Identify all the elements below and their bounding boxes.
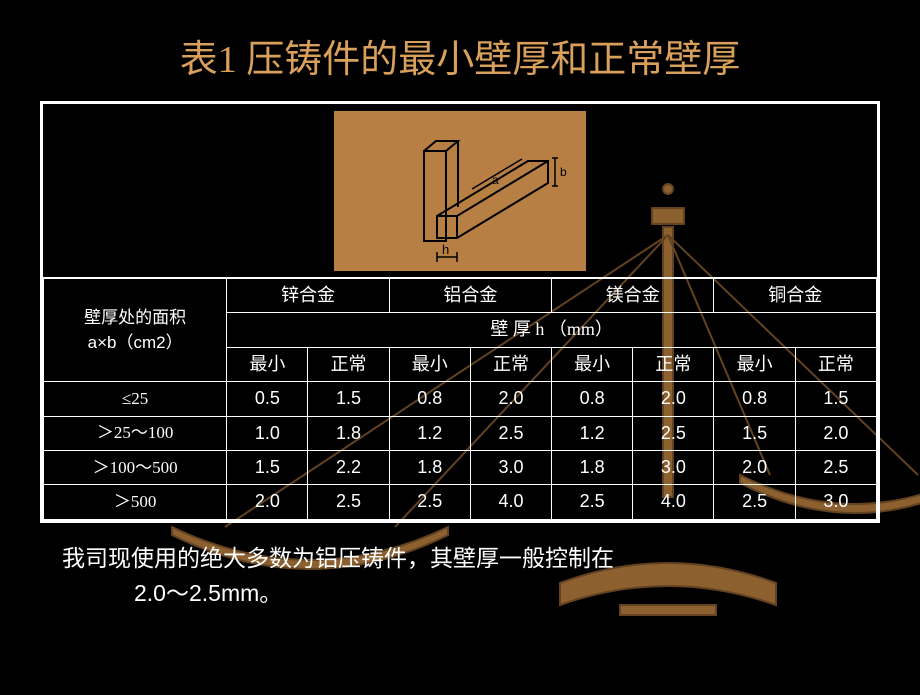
table-row: ＞5002.02.52.54.02.54.02.53.0	[44, 485, 877, 519]
sub-label: 最小	[389, 347, 470, 381]
data-cell: 1.0	[227, 416, 308, 450]
footnote-line2: 2.0～2.5mm。	[62, 576, 870, 612]
dim-label-b: b	[560, 165, 567, 179]
table-row: ＞25～1001.01.81.22.51.22.51.52.0	[44, 416, 877, 450]
row-label: ≤25	[44, 382, 227, 416]
footnote: 我司现使用的绝大多数为铝压铸件，其壁厚一般控制在 2.0～2.5mm。	[62, 541, 870, 612]
row-label: ＞500	[44, 485, 227, 519]
data-cell: 0.5	[227, 382, 308, 416]
data-cell: 0.8	[552, 382, 633, 416]
data-cell: 3.0	[633, 450, 714, 484]
data-cell: 2.5	[552, 485, 633, 519]
data-cell: 2.5	[714, 485, 795, 519]
table-row: ＞100～5001.52.21.83.01.83.02.02.5	[44, 450, 877, 484]
table-container: b a h 壁厚处的面积 a×b（cm2） 锌合金铝合金镁合金铜合金 壁 厚 h…	[40, 101, 880, 523]
wall-thickness-table: 壁厚处的面积 a×b（cm2） 锌合金铝合金镁合金铜合金 壁 厚 h （mm） …	[43, 278, 877, 520]
data-cell: 1.5	[227, 450, 308, 484]
dim-label-a: a	[492, 173, 499, 187]
row-label: ＞25～100	[44, 416, 227, 450]
data-cell: 3.0	[470, 450, 551, 484]
data-cell: 4.0	[633, 485, 714, 519]
data-cell: 1.8	[389, 450, 470, 484]
header-area: 壁厚处的面积 a×b（cm2）	[44, 279, 227, 382]
alloy-group-1: 铝合金	[389, 279, 551, 313]
data-cell: 2.5	[389, 485, 470, 519]
data-cell: 1.2	[552, 416, 633, 450]
data-cell: 2.0	[795, 416, 876, 450]
data-cell: 2.0	[470, 382, 551, 416]
sub-label: 最小	[227, 347, 308, 381]
data-cell: 1.5	[795, 382, 876, 416]
sub-label: 正常	[308, 347, 389, 381]
sub-label: 正常	[470, 347, 551, 381]
data-cell: 2.0	[633, 382, 714, 416]
data-cell: 1.5	[714, 416, 795, 450]
footnote-line1: 我司现使用的绝大多数为铝压铸件，其壁厚一般控制在	[62, 541, 870, 577]
data-cell: 4.0	[470, 485, 551, 519]
data-cell: 0.8	[389, 382, 470, 416]
data-cell: 1.5	[308, 382, 389, 416]
sub-label: 正常	[795, 347, 876, 381]
diagram-area: b a h	[43, 104, 877, 278]
sub-label: 最小	[552, 347, 633, 381]
sub-label: 最小	[714, 347, 795, 381]
data-cell: 2.2	[308, 450, 389, 484]
header-thickness: 壁 厚 h （mm）	[227, 313, 877, 347]
data-cell: 2.0	[714, 450, 795, 484]
page-title: 表1 压铸件的最小壁厚和正常壁厚	[0, 0, 920, 101]
alloy-group-0: 锌合金	[227, 279, 389, 313]
data-cell: 3.0	[795, 485, 876, 519]
data-cell: 2.5	[795, 450, 876, 484]
data-cell: 1.8	[552, 450, 633, 484]
dim-label-h: h	[442, 242, 449, 257]
table-row: ≤250.51.50.82.00.82.00.81.5	[44, 382, 877, 416]
sub-label: 正常	[633, 347, 714, 381]
data-cell: 0.8	[714, 382, 795, 416]
data-cell: 2.5	[633, 416, 714, 450]
alloy-group-3: 铜合金	[714, 279, 877, 313]
data-cell: 2.0	[227, 485, 308, 519]
data-cell: 1.2	[389, 416, 470, 450]
data-cell: 1.8	[308, 416, 389, 450]
wall-thickness-diagram: b a h	[334, 111, 586, 271]
data-cell: 2.5	[470, 416, 551, 450]
data-cell: 2.5	[308, 485, 389, 519]
row-label: ＞100～500	[44, 450, 227, 484]
alloy-group-2: 镁合金	[552, 279, 714, 313]
